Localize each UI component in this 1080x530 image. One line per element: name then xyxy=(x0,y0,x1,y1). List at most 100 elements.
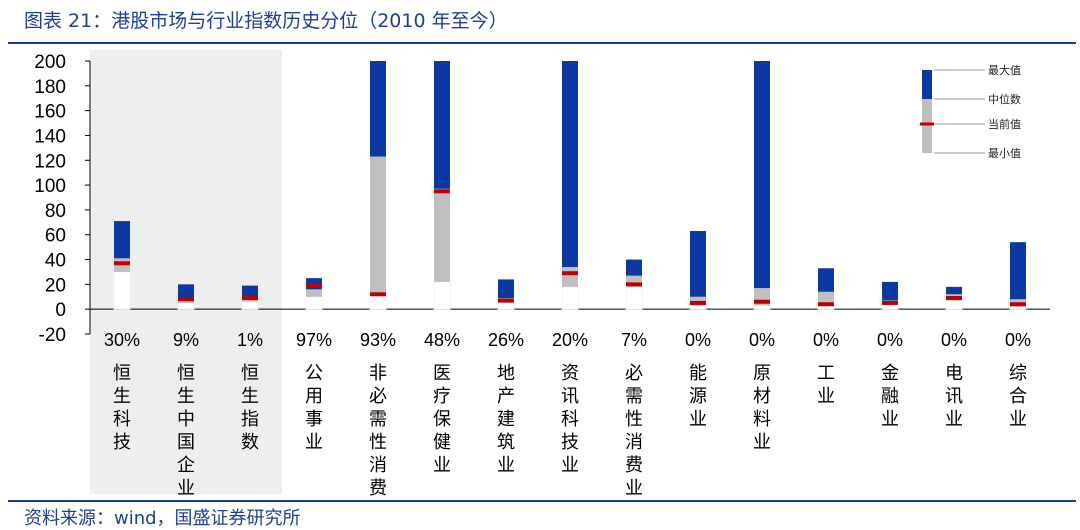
percentile-label: 0% xyxy=(877,330,903,350)
bar-upper-segment xyxy=(1010,242,1026,300)
category-label-char: 非 xyxy=(369,363,387,384)
category-label-char: 生 xyxy=(241,386,259,407)
category-label-char: 科 xyxy=(113,409,131,430)
category-label-char: 恒 xyxy=(113,363,131,384)
y-tick-label: 60 xyxy=(45,226,66,247)
category-label-char: 源 xyxy=(689,386,707,407)
current-marker xyxy=(690,300,706,305)
category-label-char: 必 xyxy=(369,386,387,407)
category-label-char: 公 xyxy=(305,363,323,384)
category-label-char: 费 xyxy=(625,455,643,476)
legend-current-swatch xyxy=(920,122,934,126)
category-label-char: 合 xyxy=(1009,386,1027,407)
y-tick-label: 200 xyxy=(34,52,66,73)
category-label-char: 业 xyxy=(177,478,195,499)
category-label-char: 材 xyxy=(753,386,771,407)
y-tick-label: 120 xyxy=(34,151,66,172)
category-label-char: 融 xyxy=(881,386,899,407)
category-label-char: 电 xyxy=(945,363,963,384)
category-label-char: 保 xyxy=(433,409,451,430)
category-label-char: 原 xyxy=(753,363,771,384)
bar-base-segment xyxy=(305,296,323,310)
category-label-char: 业 xyxy=(753,432,771,453)
current-marker xyxy=(114,261,130,266)
category-label-char: 性 xyxy=(625,409,643,430)
bar-upper-segment xyxy=(242,285,258,297)
category-label-char: 业 xyxy=(497,455,515,476)
y-tick-label: 80 xyxy=(45,201,66,222)
category-label-char: 企 xyxy=(177,455,195,476)
bar-base-segment xyxy=(561,286,579,310)
percentile-label: 7% xyxy=(621,330,647,350)
category-label-char: 工 xyxy=(817,363,835,384)
category-label-char: 生 xyxy=(177,386,195,407)
category-label-char: 业 xyxy=(689,409,707,430)
y-tick-label: -20 xyxy=(39,325,66,346)
category-label-char: 消 xyxy=(369,455,387,476)
category-label-char: 业 xyxy=(1009,409,1027,430)
category-label-char: 讯 xyxy=(561,386,579,407)
current-marker xyxy=(754,299,770,304)
current-marker xyxy=(1010,302,1026,307)
percentile-label: 97% xyxy=(296,330,332,350)
y-tick-label: 100 xyxy=(34,176,66,197)
legend-label-min: 最小值 xyxy=(988,147,1021,160)
percentile-label: 9% xyxy=(173,330,199,350)
bar-upper-segment xyxy=(626,259,642,276)
bar-upper-segment xyxy=(818,268,834,292)
bar-base-segment xyxy=(625,286,643,310)
category-label-char: 需 xyxy=(369,409,387,430)
current-marker xyxy=(498,298,514,303)
bar-upper-segment xyxy=(882,281,898,301)
percentile-label: 0% xyxy=(813,330,839,350)
bar-upper-segment xyxy=(114,221,130,259)
bar-lower-segment xyxy=(626,275,642,287)
bar-lower-segment xyxy=(370,156,386,294)
current-marker xyxy=(306,283,322,288)
bar-lower-segment xyxy=(562,266,578,287)
legend-label-max: 最大值 xyxy=(988,63,1021,77)
category-label-char: 医 xyxy=(433,363,451,384)
percentile-label: 30% xyxy=(104,330,140,350)
category-label-char: 业 xyxy=(625,478,643,499)
bar-upper-segment xyxy=(946,286,962,295)
category-label-char: 用 xyxy=(305,386,323,407)
category-label-char: 业 xyxy=(561,455,579,476)
category-label-char: 地 xyxy=(497,363,515,384)
category-label-char: 产 xyxy=(497,386,515,407)
current-marker xyxy=(882,300,898,305)
y-tick-label: 140 xyxy=(34,126,66,147)
legend-lower-swatch xyxy=(922,99,932,153)
category-label-char: 能 xyxy=(689,363,707,384)
percentile-label: 26% xyxy=(488,330,524,350)
category-label-char: 疗 xyxy=(433,386,451,407)
bar-base-segment xyxy=(433,281,451,310)
category-label-char: 必 xyxy=(625,363,643,384)
source-note: 资料来源：wind，国盛证券研究所 xyxy=(24,508,301,529)
bar-base-segment xyxy=(753,304,771,310)
legend-upper-swatch xyxy=(922,70,932,99)
category-label-char: 讯 xyxy=(945,386,963,407)
title-rule xyxy=(8,42,1076,44)
category-label-char: 业 xyxy=(433,455,451,476)
legend-label-current: 当前值 xyxy=(988,117,1021,131)
percentile-label: 20% xyxy=(552,330,588,350)
current-marker xyxy=(242,296,258,301)
y-tick-label: 160 xyxy=(34,102,66,123)
percentile-label: 0% xyxy=(749,330,775,350)
bar-base-segment xyxy=(177,302,195,310)
category-label-char: 建 xyxy=(497,409,515,430)
percentile-label: 0% xyxy=(941,330,967,350)
category-label-char: 技 xyxy=(561,432,579,453)
current-marker xyxy=(562,271,578,276)
category-label-char: 业 xyxy=(945,409,963,430)
percentile-label: 0% xyxy=(1005,330,1031,350)
chart-title: 图表 21：港股市场与行业指数历史分位（2010 年至今） xyxy=(24,10,508,32)
bar-base-segment xyxy=(241,301,259,310)
category-label-char: 性 xyxy=(369,432,387,453)
bar-upper-segment xyxy=(498,279,514,299)
category-label-char: 消 xyxy=(625,432,643,453)
category-label-char: 金 xyxy=(881,363,899,384)
legend-label-median: 中位数 xyxy=(988,92,1021,106)
